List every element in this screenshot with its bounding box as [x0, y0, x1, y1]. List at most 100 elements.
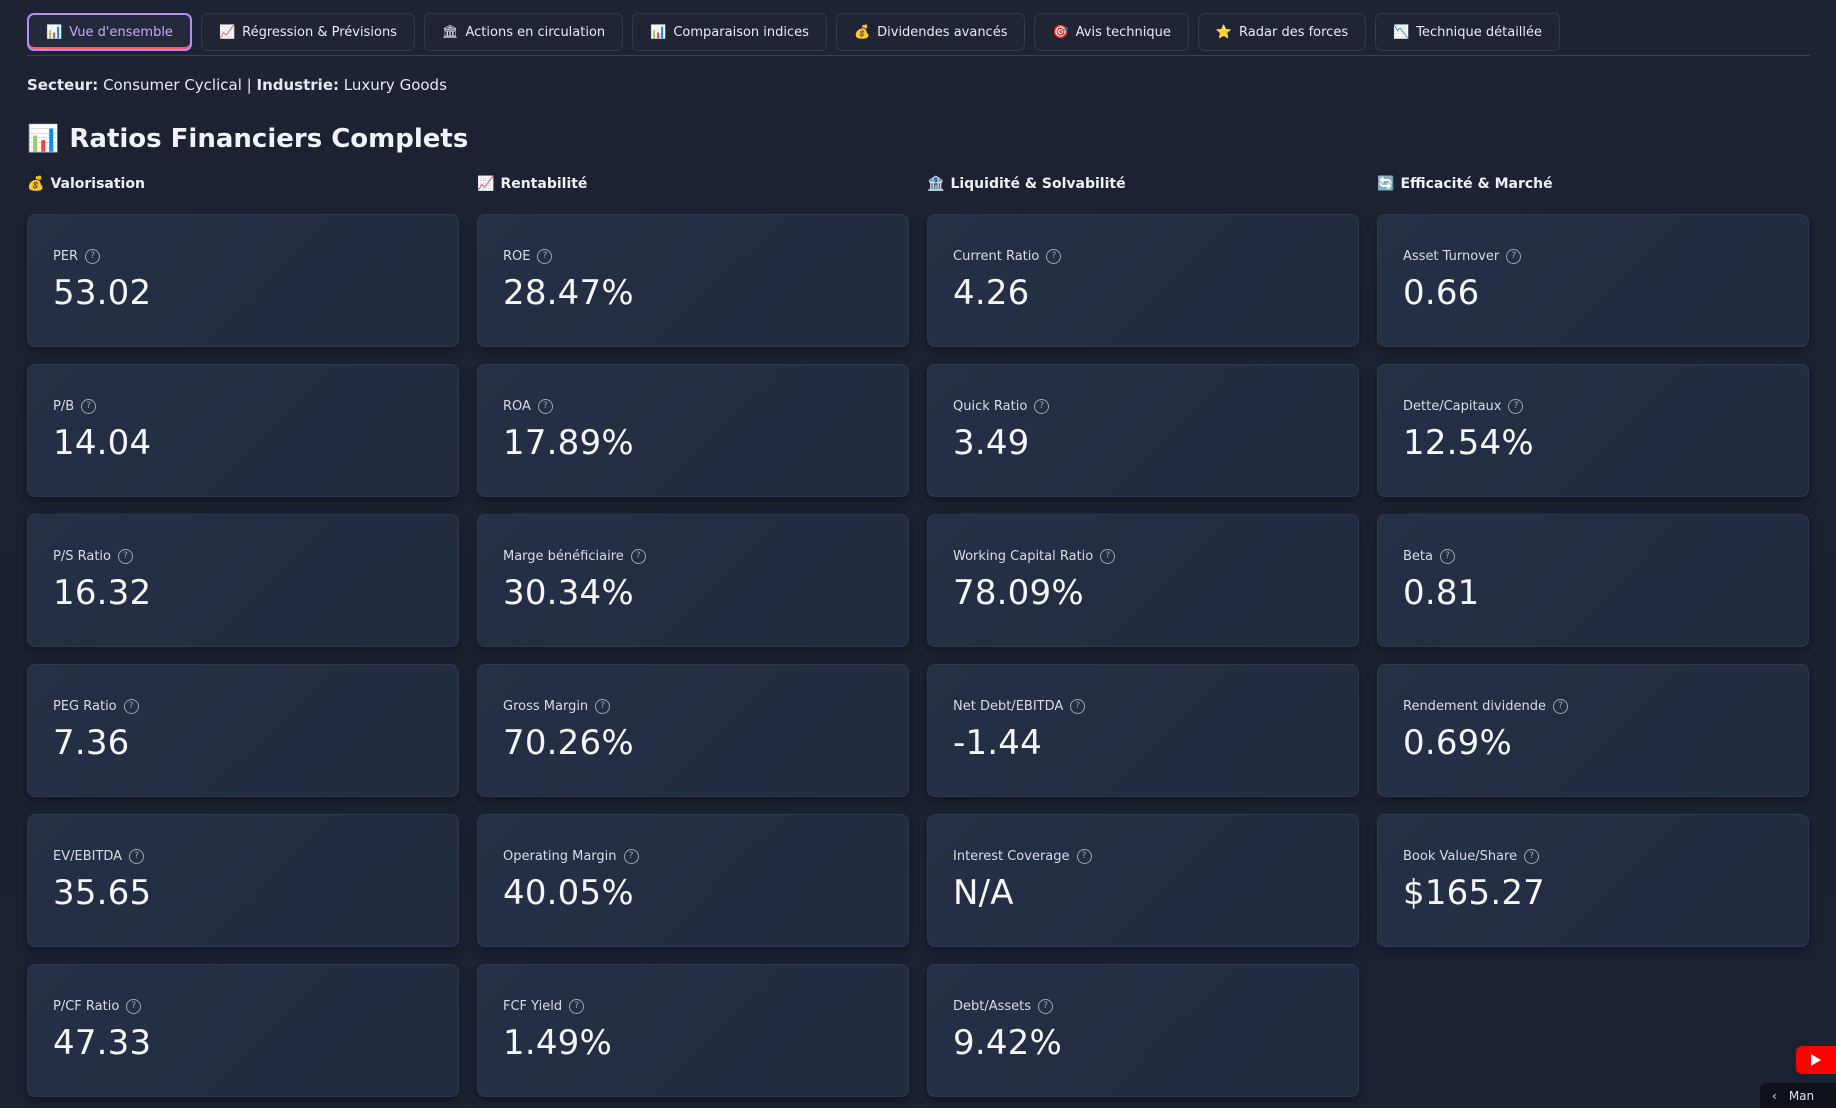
- metric-label-text: Working Capital Ratio: [953, 549, 1094, 564]
- metric-label: ROA?: [503, 399, 553, 414]
- metric-card: PER? 53.02: [27, 214, 459, 347]
- metric-value: 4.26: [953, 273, 1030, 313]
- metric-value: 40.05%: [503, 873, 634, 913]
- help-icon[interactable]: ?: [595, 699, 611, 714]
- help-icon[interactable]: ?: [123, 699, 139, 714]
- metric-label-text: P/B: [53, 399, 75, 414]
- metric-value: 0.66: [1403, 273, 1480, 313]
- help-icon[interactable]: ?: [1034, 399, 1050, 414]
- metric-value: 16.32: [53, 573, 152, 613]
- help-icon[interactable]: ?: [81, 399, 97, 414]
- help-icon[interactable]: ?: [537, 249, 553, 264]
- metric-label-text: Book Value/Share: [1403, 849, 1518, 864]
- metric-card: PEG Ratio? 7.36: [27, 664, 459, 797]
- help-icon[interactable]: ?: [1439, 549, 1455, 564]
- metric-label-text: Rendement dividende: [1403, 699, 1546, 714]
- metric-label: PEG Ratio?: [53, 699, 139, 714]
- help-icon[interactable]: ?: [117, 549, 133, 564]
- help-icon[interactable]: ?: [1070, 699, 1086, 714]
- youtube-icon[interactable]: [1796, 1046, 1836, 1074]
- metric-label-text: Beta: [1403, 549, 1433, 564]
- help-icon[interactable]: ?: [630, 549, 646, 564]
- tab-label: Actions en circulation: [465, 24, 606, 40]
- metric-value: 47.33: [53, 1023, 152, 1063]
- help-icon[interactable]: ?: [1046, 249, 1062, 264]
- tab-label: Avis technique: [1075, 24, 1171, 40]
- metric-label-text: Interest Coverage: [953, 849, 1070, 864]
- metric-card: Operating Margin? 40.05%: [477, 814, 909, 947]
- chart-icon: 📊: [650, 24, 667, 40]
- metric-label: ROE?: [503, 249, 553, 264]
- metric-value: -1.44: [953, 723, 1042, 763]
- tab-label: Radar des forces: [1239, 24, 1349, 40]
- metric-card: Net Debt/EBITDA? -1.44: [927, 664, 1359, 797]
- column-header-valuation: 💰 Valorisation: [27, 176, 145, 192]
- tab-shares-outstanding[interactable]: 🏛 Actions en circulation: [423, 13, 624, 51]
- tab-index-comparison[interactable]: 📊 Comparaison indices: [632, 13, 827, 51]
- tab-overview[interactable]: 📊 Vue d'ensemble: [27, 13, 192, 51]
- help-icon[interactable]: ?: [1100, 549, 1116, 564]
- help-icon[interactable]: ?: [129, 849, 145, 864]
- tab-detailed-technical[interactable]: 📉 Technique détaillée: [1375, 13, 1561, 51]
- metric-card: P/CF Ratio? 47.33: [27, 964, 459, 1097]
- metric-card: EV/EBITDA? 35.65: [27, 814, 459, 947]
- metric-label: EV/EBITDA?: [53, 849, 145, 864]
- tab-label: Dividendes avancés: [877, 24, 1008, 40]
- metric-value: 14.04: [53, 423, 152, 463]
- column-header-liquidity: 🏦 Liquidité & Solvabilité: [927, 176, 1126, 192]
- help-icon[interactable]: ?: [1076, 849, 1092, 864]
- page-title-text: Ratios Financiers Complets: [69, 124, 469, 154]
- metric-label: Marge bénéficiaire?: [503, 549, 646, 564]
- metric-value: 70.26%: [503, 723, 634, 763]
- tab-label: Vue d'ensemble: [69, 24, 173, 40]
- column-title: Liquidité & Solvabilité: [950, 176, 1126, 192]
- page-title: 📊 Ratios Financiers Complets: [27, 124, 468, 154]
- help-icon[interactable]: ?: [85, 249, 101, 264]
- column-title: Efficacité & Marché: [1400, 176, 1553, 192]
- metric-label-text: Asset Turnover: [1403, 249, 1500, 264]
- help-icon[interactable]: ?: [1508, 399, 1524, 414]
- help-icon[interactable]: ?: [569, 999, 585, 1014]
- metric-label-text: ROE: [503, 249, 531, 264]
- help-icon[interactable]: ?: [126, 999, 142, 1014]
- metric-card: Interest Coverage? N/A: [927, 814, 1359, 947]
- help-icon[interactable]: ?: [1506, 249, 1522, 264]
- metric-label: Working Capital Ratio?: [953, 549, 1116, 564]
- metric-value: $165.27: [1403, 873, 1545, 913]
- manage-app-label: Man: [1788, 1088, 1815, 1103]
- help-icon[interactable]: ?: [537, 399, 553, 414]
- help-icon[interactable]: ?: [623, 849, 639, 864]
- metric-value: 78.09%: [953, 573, 1084, 613]
- tab-regression[interactable]: 📈 Régression & Prévisions: [200, 13, 415, 51]
- metric-label: P/S Ratio?: [53, 549, 133, 564]
- chevron-left-icon: ‹: [1772, 1088, 1777, 1103]
- metric-card: Rendement dividende? 0.69%: [1377, 664, 1809, 797]
- metric-label-text: Marge bénéficiaire: [503, 549, 624, 564]
- tab-strength-radar[interactable]: ⭐ Radar des forces: [1197, 13, 1367, 51]
- tab-label: Technique détaillée: [1416, 24, 1543, 40]
- help-icon[interactable]: ?: [1552, 699, 1568, 714]
- metric-card: Beta? 0.81: [1377, 514, 1809, 647]
- metric-label: Asset Turnover?: [1403, 249, 1522, 264]
- metric-value: 35.65: [53, 873, 152, 913]
- metric-value: 9.42%: [953, 1023, 1063, 1063]
- bank-icon: 🏦: [927, 176, 945, 192]
- tab-technical-opinion[interactable]: 🎯 Avis technique: [1034, 13, 1189, 51]
- tab-dividends[interactable]: 💰 Dividendes avancés: [835, 13, 1026, 51]
- metric-label-text: P/S Ratio: [53, 549, 111, 564]
- star-icon: ⭐: [1215, 24, 1233, 40]
- metric-card: Debt/Assets? 9.42%: [927, 964, 1359, 1097]
- help-icon[interactable]: ?: [1038, 999, 1054, 1014]
- metric-card: Book Value/Share? $165.27: [1377, 814, 1809, 947]
- trend-down-icon: 📉: [1393, 24, 1410, 40]
- metric-card: ROE? 28.47%: [477, 214, 909, 347]
- sector-label: Secteur:: [27, 76, 99, 94]
- metric-value: 53.02: [53, 273, 152, 313]
- tab-label: Comparaison indices: [673, 24, 809, 40]
- metric-card: ROA? 17.89%: [477, 364, 909, 497]
- industry-label: Industrie:: [256, 76, 340, 94]
- help-icon[interactable]: ?: [1524, 849, 1540, 864]
- manage-app-button[interactable]: ‹ Man: [1760, 1083, 1836, 1108]
- metric-label: P/CF Ratio?: [53, 999, 142, 1014]
- metric-value: 0.69%: [1403, 723, 1513, 763]
